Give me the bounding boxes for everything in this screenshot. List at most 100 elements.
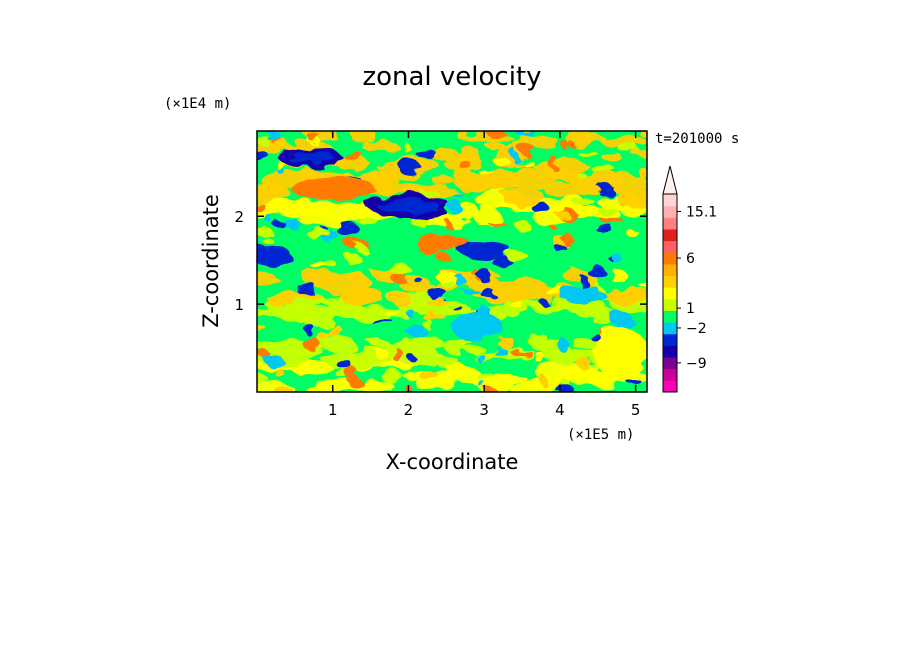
x-tick-label: 3: [479, 401, 489, 419]
field-speck: [551, 226, 558, 231]
field-patch: [434, 355, 459, 368]
field-speck: [328, 324, 343, 339]
field-patch: [456, 201, 479, 222]
field-speck: [578, 151, 599, 158]
colorbar-segment: [663, 368, 677, 381]
field-feature: [593, 326, 647, 379]
field-speck: [506, 250, 528, 263]
field-patch: [500, 373, 528, 384]
field-patch: [444, 335, 466, 356]
field-speck: [488, 221, 507, 228]
field-feature: [257, 245, 292, 267]
y-axis-title: Z-coordinate: [199, 194, 223, 328]
plot-frame: [256, 130, 648, 393]
field-patch: [631, 148, 647, 158]
field-speck: [407, 308, 415, 318]
field-speck: [370, 319, 394, 324]
field-speck: [476, 269, 492, 281]
field-speck: [510, 148, 518, 162]
field-speck: [548, 155, 558, 169]
field-patch: [432, 175, 455, 187]
field-speck: [444, 219, 451, 230]
field-speck: [482, 131, 505, 135]
field-patch: [543, 183, 588, 197]
field-patch: [510, 136, 560, 146]
field-speck: [406, 327, 428, 338]
field-speck: [380, 368, 402, 383]
field-speck: [524, 159, 534, 169]
colorbar-segment: [663, 263, 677, 277]
field-speck: [350, 151, 363, 160]
field-speck: [264, 355, 284, 367]
field-speck: [384, 309, 400, 316]
field-patch: [600, 150, 621, 161]
field-speck: [392, 349, 404, 363]
colorbar-labels: 15.1 6 1 −2 −9: [677, 204, 717, 372]
field-feature: [416, 233, 470, 252]
field-speck: [600, 217, 623, 223]
time-label: t=201000 s: [655, 131, 739, 147]
field-speck: [567, 141, 576, 149]
y-axis: 12: [234, 208, 647, 314]
colorbar-max-arrow: [662, 165, 678, 195]
field-speck: [397, 160, 422, 175]
field-speck: [514, 164, 528, 169]
field-speck: [478, 380, 485, 388]
field-speck: [589, 333, 601, 341]
field-speck: [531, 202, 549, 214]
field-rim: [286, 152, 334, 163]
colorbar-segment: [663, 345, 677, 358]
field-speck: [578, 185, 601, 192]
field-speck: [535, 354, 548, 364]
field-speck: [403, 143, 411, 154]
field-patch: [344, 287, 384, 305]
field-speck: [424, 320, 434, 330]
field-speck: [617, 195, 632, 206]
field-speck: [511, 351, 535, 357]
x-tick-label: 5: [631, 401, 641, 419]
colorbar-segment: [663, 205, 677, 218]
field-patch: [350, 131, 376, 144]
x-axis-title: X-coordinate: [386, 450, 519, 474]
field-speck: [422, 313, 447, 322]
colorbar-segment: [663, 322, 677, 335]
field-speck: [462, 289, 480, 294]
field-speck: [539, 374, 547, 387]
field-speck: [479, 287, 495, 298]
field-speck: [601, 185, 616, 196]
field-speck: [544, 286, 564, 294]
field-speck: [309, 131, 318, 144]
field-speck: [416, 148, 437, 159]
field-speck: [628, 381, 644, 387]
field-speck: [597, 205, 617, 217]
field-patch: [457, 146, 481, 166]
x-tick-label: 1: [328, 401, 338, 419]
field-feature: [559, 286, 606, 305]
field-speck: [389, 272, 407, 281]
field-speck: [302, 336, 320, 351]
field-speck: [262, 237, 273, 244]
field-speck: [272, 220, 286, 228]
colorbar-label: 6: [686, 251, 695, 267]
field-speck: [375, 270, 391, 276]
field-speck: [475, 387, 498, 392]
x-axis: 1 2 3 4 5: [328, 131, 640, 419]
field-speck: [414, 278, 423, 284]
field-speck: [592, 165, 616, 175]
field-speck: [561, 233, 573, 246]
field-speck: [257, 228, 274, 237]
colorbar-segment: [663, 240, 677, 253]
colorbar-segment: [663, 228, 677, 242]
field-speck: [439, 278, 454, 288]
field-speck: [308, 259, 327, 268]
field-speck: [376, 347, 388, 361]
field-patch: [500, 187, 544, 206]
field-speck: [429, 288, 448, 301]
field-speck: [356, 245, 368, 254]
colorbar-segment: [663, 252, 677, 265]
x-tick-label: 2: [404, 401, 414, 419]
field-rim: [377, 198, 440, 213]
field-speck: [368, 339, 391, 347]
field-speck: [257, 201, 265, 211]
